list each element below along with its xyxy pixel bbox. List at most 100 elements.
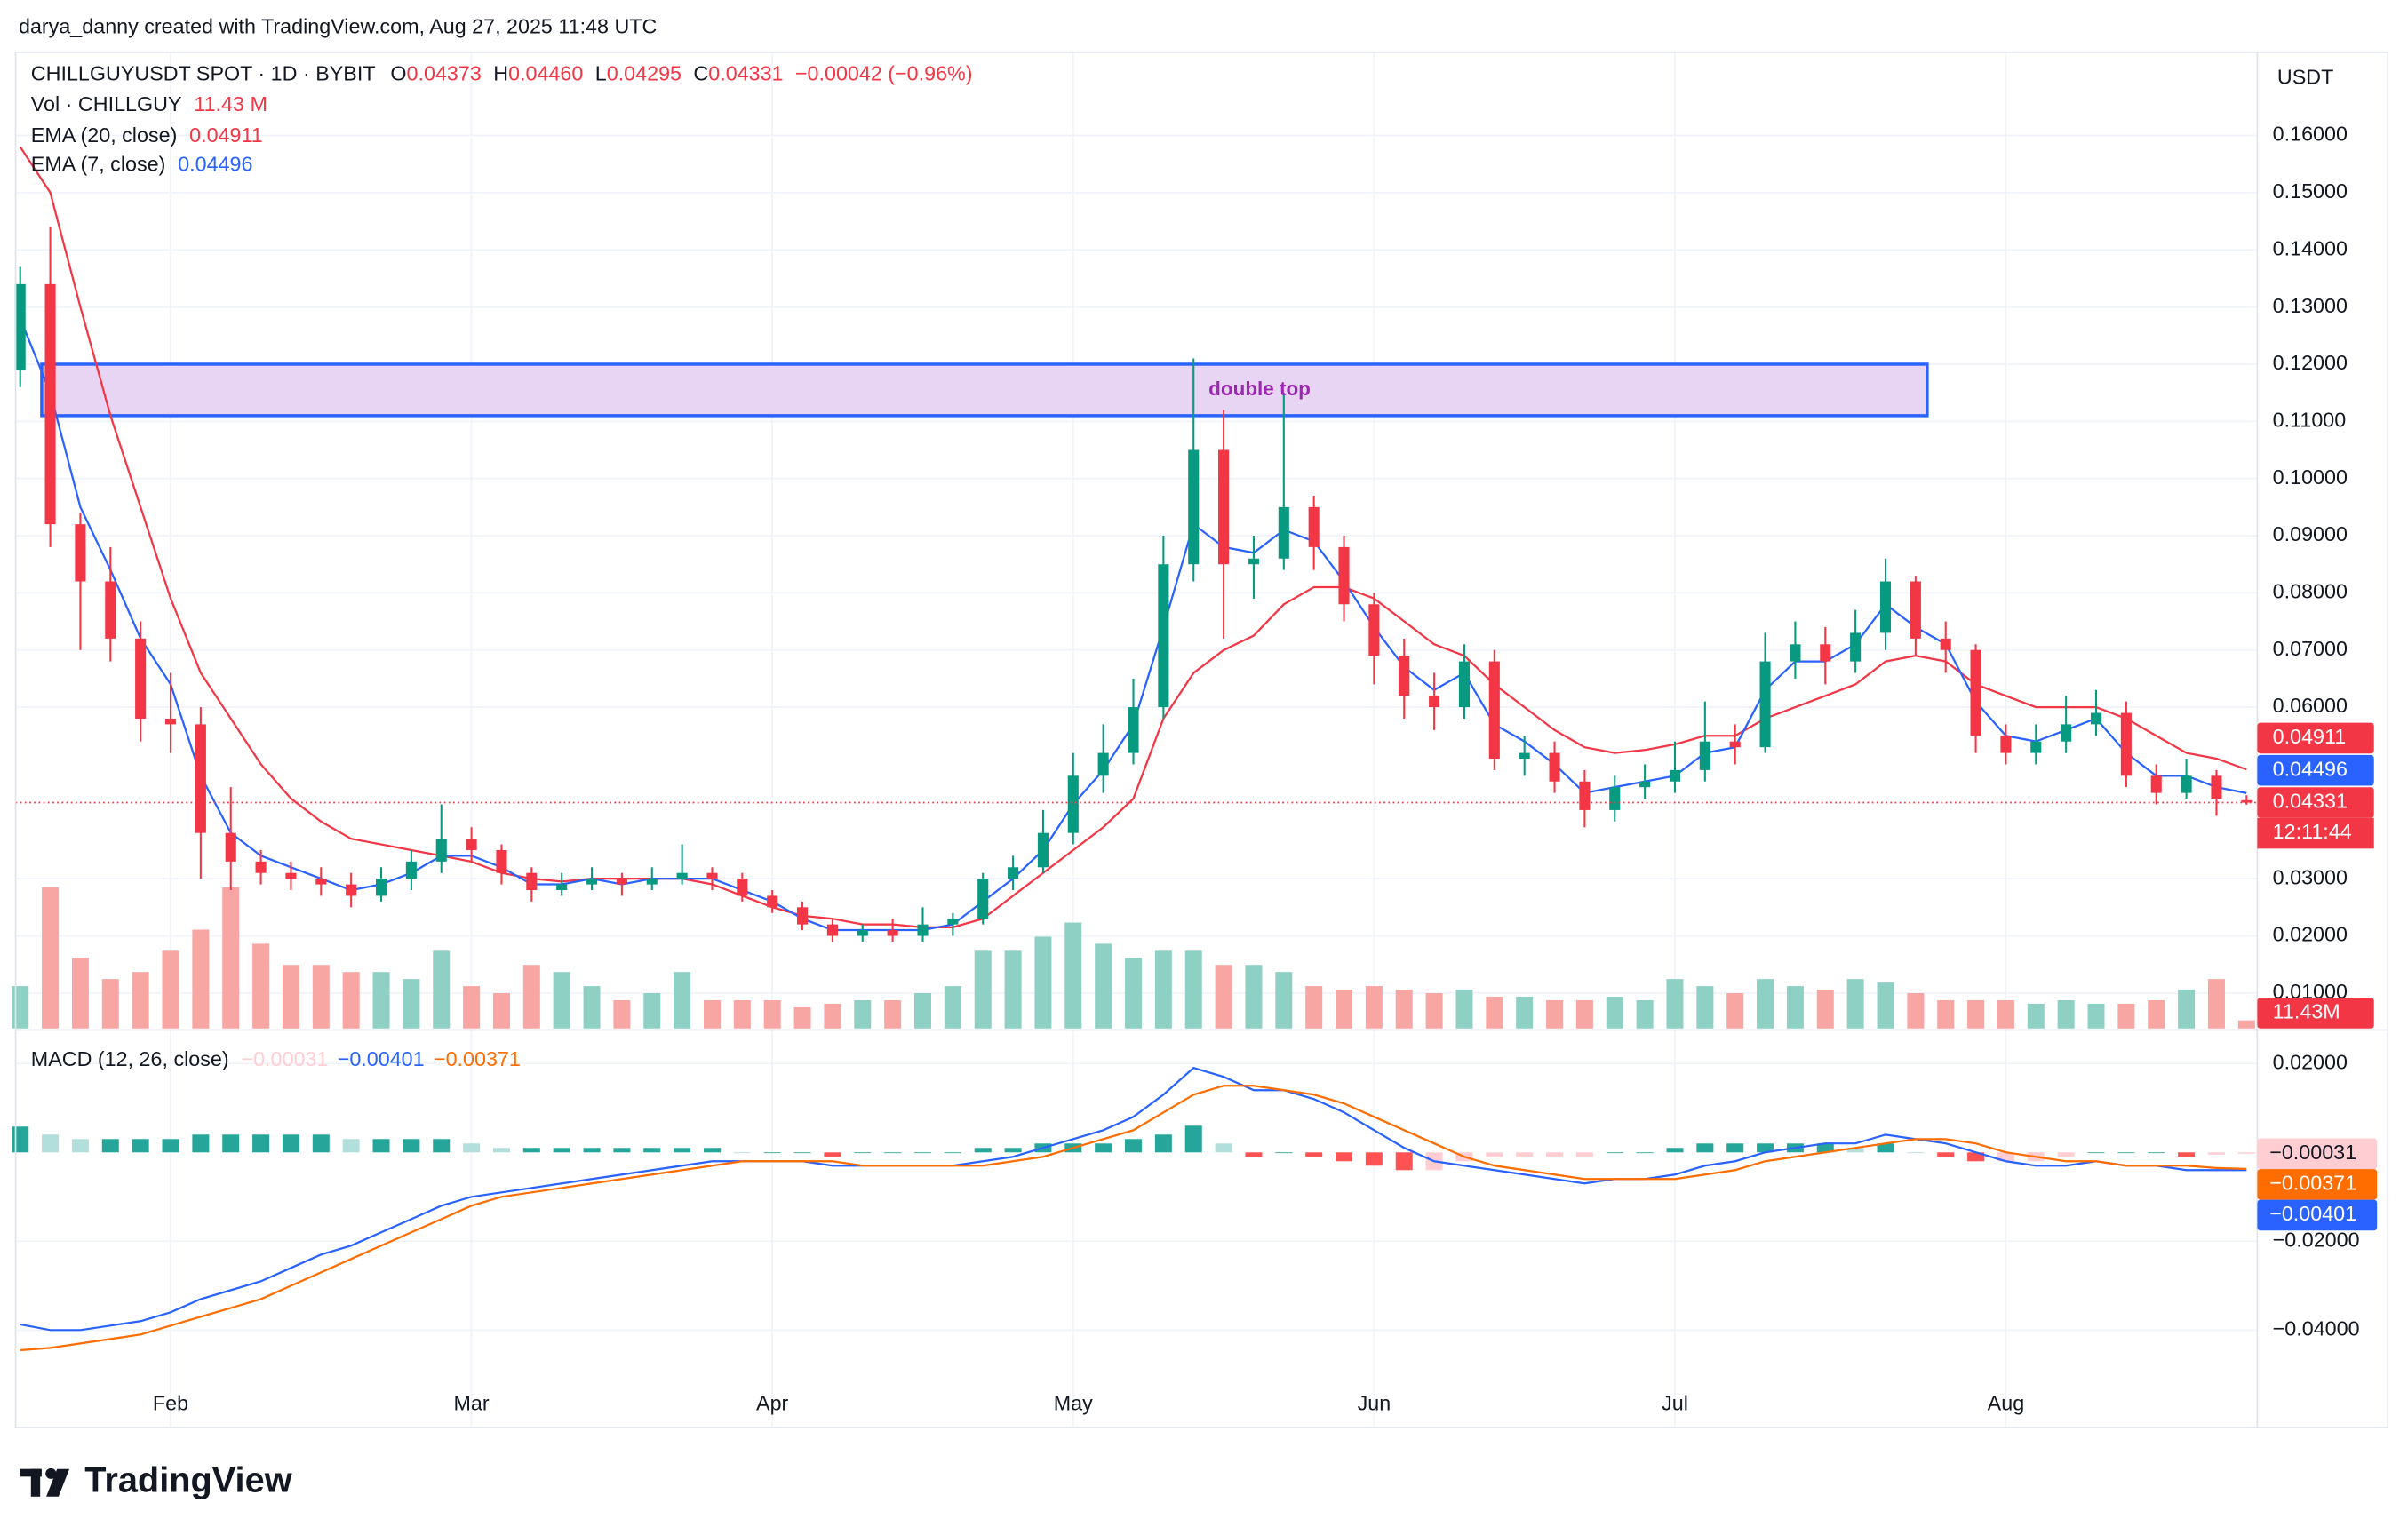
candle-body [1820,644,1831,662]
volume-bar [342,972,360,1029]
candle-body [1579,781,1591,810]
macd-histogram-bar [372,1139,390,1153]
volume-bar [1786,986,1804,1029]
x-tick-label: Aug [1988,1391,2024,1414]
volume-bar [1455,990,1473,1029]
y-tick-label: 0.07000 [2273,637,2348,660]
macd-histogram-bar [1516,1152,1534,1157]
macd-histogram-bar [1877,1143,1894,1153]
macd-histogram-bar [1095,1143,1112,1153]
ohlc-label: H [493,62,508,85]
ohlc-value: 0.04331 [708,62,783,85]
volume-bar [312,965,330,1029]
macd-histogram-bar [2057,1152,2075,1157]
volume-bar [463,986,481,1029]
price-badge [2257,754,2374,786]
candle-body [706,872,718,879]
signal-line [20,1085,2247,1352]
volume-bar [1757,979,1774,1029]
candle-body [887,930,898,936]
candle-body [14,283,26,370]
volume-bar [2057,999,2075,1029]
macd-histogram-bar [12,1126,29,1153]
candle-body [1368,604,1380,656]
price-badge-label: 0.04496 [2273,757,2348,780]
change: −0.00042 (−0.96%) [795,62,973,85]
volume-bar [433,950,451,1029]
volume-bar [1907,993,1925,1029]
legend-value: 0.04911 [189,123,263,147]
macd-histogram-bar [132,1139,149,1153]
volume-bar [1336,990,1353,1029]
candle-body [676,872,688,879]
macd-histogram-bar [101,1139,119,1153]
macd-histogram-bar [1666,1148,1684,1153]
candle-body [1308,506,1320,547]
macd-histogram-bar [222,1134,240,1153]
volume-bar [1636,999,1654,1029]
ohlc-label: O [390,62,406,85]
y-tick-label: 0.02000 [2273,923,2348,946]
macd-histogram-bar [42,1134,60,1153]
macd-histogram-bar [1154,1134,1172,1153]
candle-body [917,924,929,936]
zone [40,362,1929,418]
volume-bar [1816,990,1834,1029]
candle-body [1759,661,1771,748]
candle-body [556,884,568,891]
volume-bar [1245,965,1263,1029]
candle-body [1128,707,1139,753]
volume-bar [703,999,721,1029]
legend-name: EMA (20, close) [31,123,178,147]
volume-bar [974,950,992,1029]
symbol: CHILLGUYUSDT SPOT · 1D · BYBIT [31,62,376,85]
price-badge [2257,722,2374,754]
zone-label: double top [1208,378,1311,400]
macd-histogram-bar [643,1148,661,1153]
candle-body [435,839,447,862]
candle-body [164,718,177,725]
y-tick-label: −0.04000 [2273,1317,2360,1340]
candle-body [1970,649,1981,736]
candle-body [526,872,538,891]
volume-bar [944,986,961,1029]
volume-legend: Vol · CHILLGUY 11.43 M [31,92,267,115]
macd-badge [2257,1169,2378,1200]
x-tick-label: May [1054,1391,1093,1414]
volume-bar [1064,922,1082,1029]
macd-histogram-bar [282,1134,299,1153]
volume-bar [763,999,781,1029]
volume-bar [1184,950,1202,1029]
volume-bar [2087,1003,2105,1029]
candle-body [1669,769,1681,782]
candle-body [315,879,327,885]
volume-bar [522,965,540,1029]
macd-histogram-bar [522,1148,540,1153]
macd-histogram-bar [1184,1125,1202,1153]
macd-histogram-bar [583,1148,601,1153]
macd-histogram-bar [252,1134,270,1153]
macd-histogram-bar [1606,1152,1623,1154]
legend-value: 11.43 M [194,92,267,115]
macd-histogram-bar [2148,1152,2165,1154]
macd-histogram-bar [2087,1152,2105,1154]
volume-badge-label: 11.43M [2273,1000,2340,1023]
x-tick-label: Jun [1358,1391,1391,1414]
countdown-label: 12:11:44 [2273,820,2352,843]
candle-body [2061,724,2072,742]
candle-body [2211,775,2222,799]
macd-histogram-bar [1636,1152,1654,1154]
macd-line [20,1066,2247,1332]
candle-body [466,839,477,850]
macd-histogram-bar [1846,1148,1864,1153]
volume-bar [1877,982,1894,1029]
volume-bar [12,986,29,1029]
macd-badge-label: −0.00401 [2269,1202,2356,1225]
macd-histogram-bar [674,1148,691,1153]
candle-body [1458,661,1471,708]
candle-body [826,924,838,936]
candle-body [1037,832,1049,868]
volume-bar [1546,999,1564,1029]
macd-histogram-bar [2117,1152,2135,1154]
candle-body [1850,632,1862,662]
